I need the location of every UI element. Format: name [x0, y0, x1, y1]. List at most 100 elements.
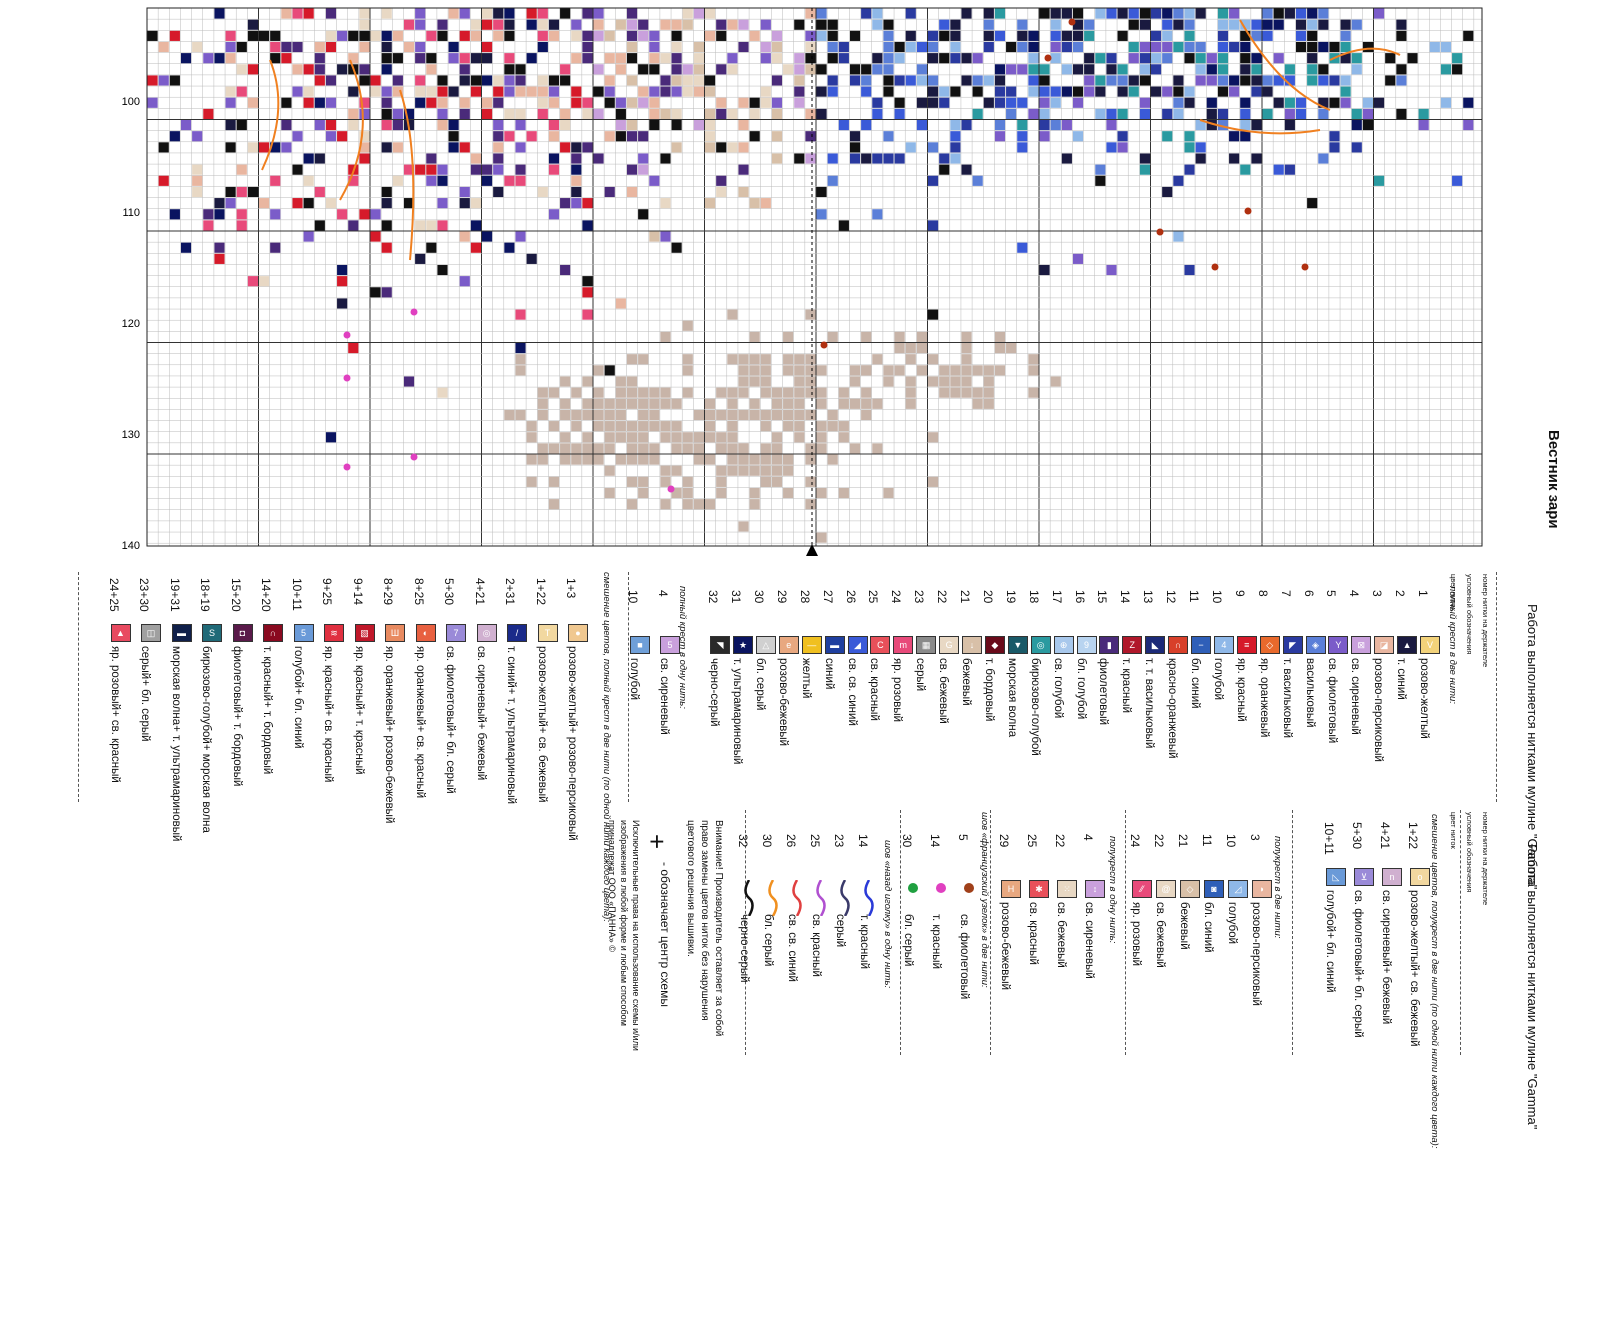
legend-entry: 21 ◇ бежевый [1176, 834, 1210, 1329]
stitch-cell [961, 354, 972, 365]
stitch-cell [1095, 175, 1106, 186]
row-label: 140 [122, 540, 140, 552]
stitch-cell [459, 75, 470, 86]
legend-separator [1125, 810, 1126, 1055]
stitch-cell [626, 19, 638, 30]
stitch-cell [1072, 8, 1084, 19]
stitch-cell [504, 75, 515, 86]
stitch-cell [203, 108, 214, 119]
stitch-cell [983, 8, 994, 19]
stitch-cell [526, 8, 537, 19]
stitch-cell [392, 108, 403, 119]
stitch-cell [626, 97, 638, 108]
stitch-cell [972, 53, 983, 64]
stitch-cell [1128, 86, 1139, 97]
stitch-cell [638, 209, 649, 220]
stitch-cell [482, 97, 493, 108]
stitch-cell [805, 365, 816, 376]
stitch-cell [727, 53, 738, 64]
stitch-cell [682, 387, 693, 398]
stitch-cell [236, 120, 247, 131]
stitch-cell [1084, 19, 1095, 30]
legend-swatch: ◆ [984, 636, 1005, 654]
backstitch-swatch [764, 879, 782, 917]
stitch-cell [415, 41, 426, 53]
stitch-cell [1362, 97, 1373, 108]
legend-entry: 14+20 ∩ т. красный+ т. бордовый [259, 578, 293, 1073]
stitch-cell [571, 443, 582, 454]
stitch-cell [1128, 75, 1139, 86]
stitch-cell [749, 465, 760, 476]
legend-swatch: ▬ [824, 636, 845, 654]
stitch-cell [1195, 153, 1206, 164]
stitch-cell [939, 387, 950, 398]
stitch-cell [861, 387, 872, 398]
legend-swatch: ◺ [1326, 868, 1346, 886]
backstitch-line [261, 59, 280, 171]
stitch-cell [950, 365, 961, 376]
stitch-cell [705, 142, 716, 153]
stitch-cell [816, 86, 827, 97]
stitch-cell [1240, 53, 1251, 64]
stitch-cell [493, 186, 504, 198]
stitch-cell [905, 376, 916, 387]
legend-swatch: 9 [1076, 636, 1097, 654]
stitch-cell [325, 120, 337, 131]
stitch-cell [749, 409, 760, 421]
stitch-cell [738, 443, 749, 454]
stitch-cell [504, 64, 515, 75]
stitch-cell [303, 8, 314, 19]
stitch-cell [537, 41, 548, 53]
stitch-cell [437, 120, 448, 131]
stitch-cell [749, 376, 760, 387]
stitch-cell [671, 41, 682, 53]
stitch-cell [314, 41, 325, 53]
legend-entry: 15 ▮ фиолетовый [1095, 590, 1129, 1085]
stitch-cell [1229, 41, 1240, 53]
stitch-cell [1106, 142, 1117, 153]
stitch-cell [705, 75, 716, 86]
stitch-cell [281, 53, 292, 64]
stitch-cell [1072, 64, 1084, 75]
stitch-cell [537, 8, 548, 19]
stitch-cell [571, 387, 582, 398]
stitch-cell [1206, 64, 1217, 75]
stitch-cell [1206, 108, 1217, 119]
stitch-cell [470, 86, 481, 97]
legend-entry: 8 ◇ яр. оранжевый [1256, 590, 1290, 1085]
stitch-cell [604, 465, 615, 476]
stitch-cell [1362, 108, 1373, 119]
stitch-cell [783, 387, 794, 398]
stitch-cell [571, 86, 582, 97]
legend-swatch: ⁙ [1057, 880, 1077, 898]
stitch-cell [1184, 30, 1195, 41]
stitch-cell [727, 142, 738, 153]
stitch-cell [1061, 153, 1072, 164]
stitch-cell [1072, 97, 1084, 108]
legend-swatch: ⁄⁄ [1132, 880, 1152, 898]
stitch-cell [894, 331, 905, 342]
stitch-cell [482, 53, 493, 64]
legend-number: 30 [900, 834, 914, 848]
stitch-cell [805, 409, 816, 421]
stitch-cell [827, 53, 838, 64]
stitch-cell [760, 409, 771, 421]
stitch-cell [916, 41, 927, 53]
stitch-cell [214, 8, 225, 19]
backstitch-sample [792, 879, 802, 917]
stitch-cell [571, 142, 582, 153]
legend: Работа выполняется нитками мулине "Gamma… [0, 572, 1600, 1148]
stitch-cell [1084, 64, 1095, 75]
stitch-cell [1151, 86, 1162, 97]
stitch-cell [1273, 97, 1284, 108]
stitch-cell [805, 131, 816, 142]
stitch-cell [1072, 30, 1084, 41]
stitch-cell [1195, 64, 1206, 75]
stitch-cell [247, 19, 258, 30]
stitch-cell [749, 487, 760, 499]
stitch-cell [705, 8, 716, 19]
stitch-cell [626, 398, 638, 409]
stitch-cell [1017, 142, 1028, 153]
stitch-cell [716, 175, 727, 186]
